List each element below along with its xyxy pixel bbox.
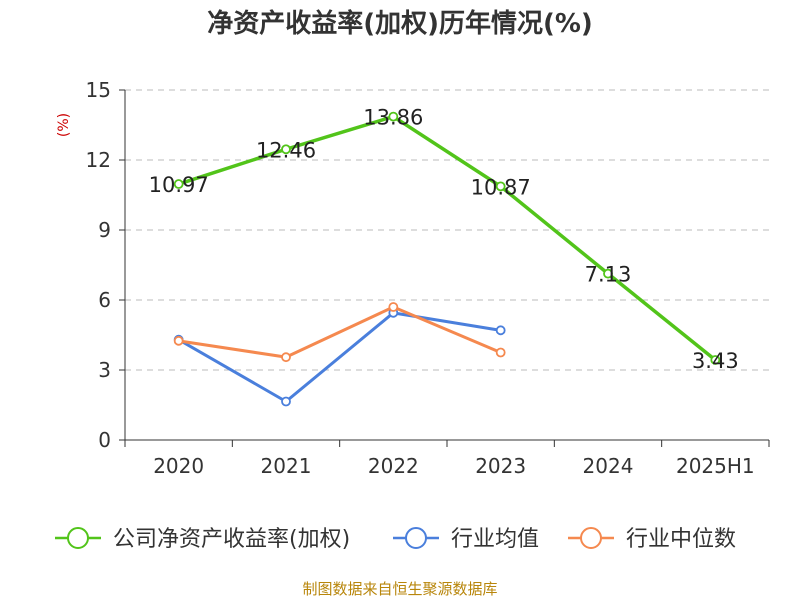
data-point [281,144,291,155]
data-point [603,268,613,279]
legend: 公司净资产收益率(加权) 行业均值 行业中位数 [55,527,736,552]
chart-title: 净资产收益率(加权)历年情况(%) [207,8,593,39]
data-label: 13.86 [363,106,423,130]
legend-item: 行业均值 [393,527,539,552]
y-tick-label: 9 [98,218,111,242]
data-label: 10.87 [471,175,531,199]
x-tick-label: 2022 [368,454,419,478]
data-point [710,355,721,365]
data-label: 7.13 [585,263,632,287]
y-tick-label: 0 [98,428,111,452]
legend-marker-icon [405,527,427,549]
legend-label: 行业中位数 [626,527,736,552]
x-tick-label: 2025H1 [676,454,755,478]
data-source-note: 制图数据来自恒生聚源数据库 [302,580,497,598]
axes: 0 3 6 9 12 15 2020 2021 2022 2023 2024 2025H1 [86,78,770,478]
data-point [388,302,399,312]
series-layer [173,111,721,407]
y-tick-label: 15 [86,78,111,102]
legend-marker-icon [580,527,602,549]
legend-marker-icon [67,527,89,549]
legend-label: 行业均值 [451,527,539,552]
data-point [495,181,506,192]
series-line [177,311,501,403]
x-tick-label: 2024 [583,454,634,478]
x-tick-label: 2020 [153,454,204,478]
legend-label: 公司净资产收益率(加权) [113,527,350,552]
data-labels: 10.97 12.46 13.86 10.87 7.13 3.43 [149,106,739,373]
x-tick-label: 2021 [261,454,312,478]
data-label: 12.46 [256,138,316,162]
data-point [388,111,399,122]
data-label: 3.43 [692,349,739,373]
data-point [495,325,506,336]
y-axis-label: (%) [56,113,72,137]
data-point [281,396,291,407]
y-tick-label: 6 [98,288,111,312]
data-point [495,347,506,358]
data-point [281,352,291,363]
y-tick-label: 12 [86,148,111,172]
y-tick-label: 3 [98,358,111,382]
legend-item: 公司净资产收益率(加权) [55,527,350,552]
x-tick-label: 2023 [475,454,526,478]
data-label: 10.97 [149,173,209,197]
data-point [173,335,184,346]
series-line [178,305,502,359]
data-point [173,179,184,189]
series-line [178,114,717,362]
grid-lines [125,89,769,371]
legend-item: 行业中位数 [568,527,736,552]
